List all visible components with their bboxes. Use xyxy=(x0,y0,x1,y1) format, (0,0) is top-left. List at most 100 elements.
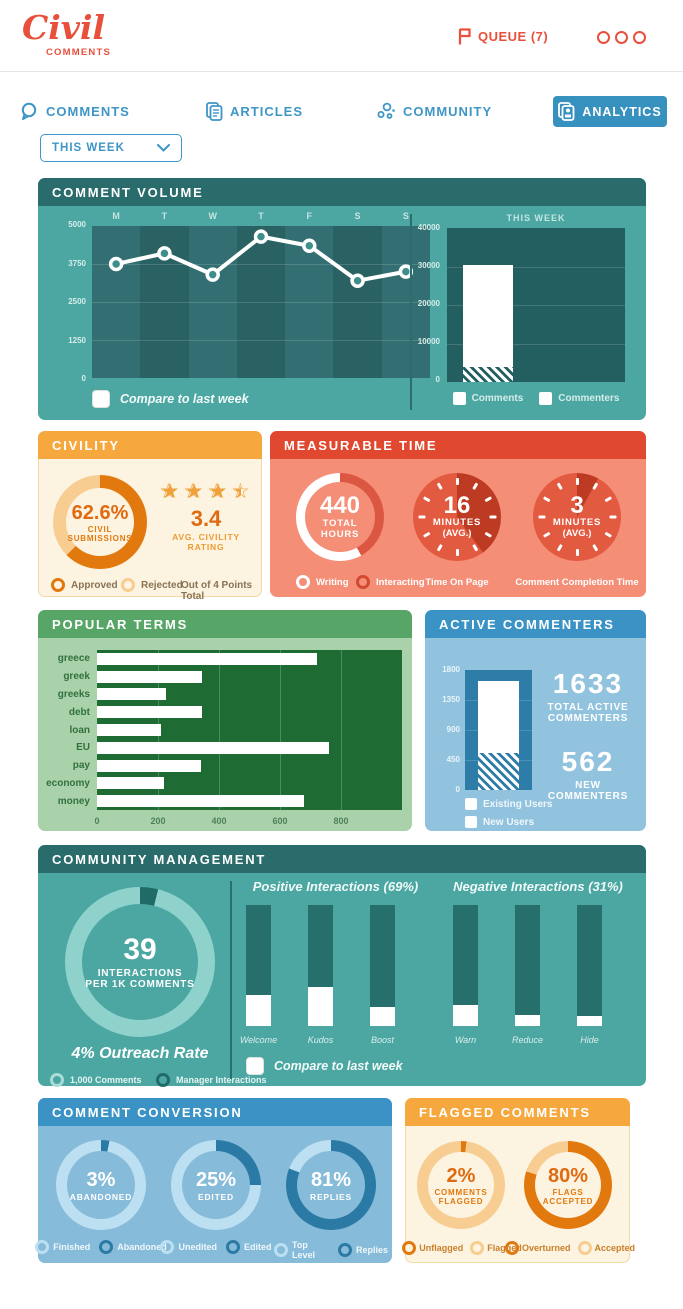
replies-donut: 81% REPLIES xyxy=(286,1140,376,1230)
tab-analytics-active[interactable]: ANALYTICS xyxy=(553,96,667,127)
accepted-pct-value: 80% xyxy=(547,1164,589,1187)
new-users-swatch xyxy=(465,816,477,828)
commenters-bar-hatch xyxy=(463,366,513,382)
bar-label-boost: Boost xyxy=(370,1035,394,1045)
legend-new-users: New Users xyxy=(465,816,534,828)
panel-comment-conversion: COMMENT CONVERSION 3% ABANDONED 25% EDIT… xyxy=(35,1098,392,1263)
panel-divider xyxy=(410,214,412,410)
period-select-value: THIS WEEK xyxy=(52,142,125,154)
bar-warn xyxy=(453,905,478,1026)
new-users-bar-hatch xyxy=(478,752,519,790)
unflagged-dot xyxy=(402,1241,417,1255)
panel-comment-volume-title: COMMENT VOLUME xyxy=(38,178,646,206)
analytics-icon xyxy=(558,102,575,121)
panel-comment-volume: COMMENT VOLUME M T W T F S S 5000 3750 250… xyxy=(38,178,646,420)
bar-reduce xyxy=(515,905,540,1026)
community-dots-icon xyxy=(377,102,395,119)
interactions-value: 39 xyxy=(123,932,157,966)
panel-divider xyxy=(230,881,232,1079)
queue-button[interactable]: QUEUE (7) xyxy=(458,28,548,45)
civil-submissions-donut: 62.6% CIVIL SUBMISSIONS xyxy=(53,475,147,569)
rating-value: 3.4 xyxy=(190,506,222,531)
comments-bar xyxy=(463,264,513,382)
replies-value: 81% xyxy=(310,1168,352,1191)
week-bar-yticks: 40000 30000 20000 10000 0 xyxy=(417,223,440,384)
clock-minutes-value: 16 xyxy=(443,492,471,519)
active-yticks: 1800 1350 900 450 0 xyxy=(442,665,460,794)
conversion-legend-2: Unedited Edited xyxy=(159,1240,273,1254)
bar-label-welcome: Welcome xyxy=(239,1035,278,1045)
overturned-dot xyxy=(504,1241,519,1255)
star-rating-icons: ☆★☆★☆★☆★ xyxy=(159,480,250,503)
time-on-page-clock: 16 MINUTES (AVG.) xyxy=(413,473,501,561)
flagged-pct-value: 2% xyxy=(446,1164,476,1187)
rating-note: Out of 4 Points Total xyxy=(181,580,253,602)
conversion-legend-1: Finished Abandoned xyxy=(35,1240,167,1254)
panel-flagged-comments-title: FLAGGED COMMENTS xyxy=(405,1098,630,1126)
panel-popular-terms-title: POPULAR TERMS xyxy=(38,610,412,638)
term-row: greek xyxy=(44,668,402,686)
chevron-down-icon xyxy=(157,144,170,152)
tab-articles-label: ARTICLES xyxy=(230,104,303,119)
conversion-legend-3: Top Level Replies xyxy=(274,1240,388,1260)
total-active-stat: 1633 TOTAL ACTIVE COMMENTERS xyxy=(537,668,639,724)
day-axis-labels: M T W T F S S xyxy=(112,211,409,221)
tab-community[interactable]: COMMUNITY xyxy=(376,102,492,121)
legend-1000-comments: 1,000 Comments xyxy=(50,1073,142,1087)
compare-checkbox[interactable] xyxy=(92,390,110,408)
compare-last-week-control: Compare to last week xyxy=(92,390,249,408)
bar-label-warn: Warn xyxy=(454,1035,477,1045)
bar-label-kudos: Kudos xyxy=(307,1035,334,1045)
compare-label: Compare to last week xyxy=(274,1059,403,1073)
legend-approved: Approved xyxy=(51,578,118,592)
legend-interacting: Interacting xyxy=(356,575,425,589)
interactions-donut: 39 INTERACTIONS PER 1K COMMENTS xyxy=(65,887,215,1037)
comments-1k-dot xyxy=(50,1073,64,1087)
legend-writing: Writing xyxy=(296,575,349,589)
tab-comments[interactable]: COMMENTS xyxy=(20,102,130,120)
rejected-dot xyxy=(121,578,135,592)
positive-interactions-title: Positive Interactions (69%) xyxy=(252,879,419,894)
active-bar xyxy=(478,670,519,790)
term-row: economy xyxy=(44,774,402,792)
flagged-dot xyxy=(470,1241,485,1255)
queue-label: QUEUE (7) xyxy=(478,29,549,44)
term-row: greece xyxy=(44,650,402,668)
term-row: greeks xyxy=(44,686,402,704)
compare-checkbox[interactable] xyxy=(246,1057,264,1075)
panel-popular-terms: POPULAR TERMS greece greek greeks debt l… xyxy=(38,610,412,831)
document-icon xyxy=(206,102,223,121)
legend-rejected: Rejected xyxy=(121,578,183,592)
civility-rating-block: ☆★☆★☆★☆★ 3.4 AVG. CIVILITY RATING xyxy=(155,480,257,552)
new-commenters-value: 562 xyxy=(561,746,615,777)
term-row: debt xyxy=(44,703,402,721)
top-level-dot xyxy=(274,1243,288,1257)
flagged-legend-2: Overturned Accepted xyxy=(504,1241,635,1255)
edited-value: 25% xyxy=(195,1168,237,1191)
panel-measurable-time: MEASURABLE TIME 440 TOTAL HOURS 16 MINUT… xyxy=(270,431,646,597)
volume-line-plot xyxy=(92,226,430,378)
abandoned-dot xyxy=(99,1240,114,1254)
total-hours-donut: 440 TOTAL HOURS xyxy=(296,473,384,561)
tab-articles[interactable]: ARTICLES xyxy=(206,102,303,121)
edited-donut: 25% EDITED xyxy=(171,1140,261,1230)
abandoned-donut: 3% ABANDONED xyxy=(56,1140,146,1230)
replies-dot xyxy=(337,1243,352,1257)
term-row: pay xyxy=(44,757,402,775)
tab-analytics-label: ANALYTICS xyxy=(582,104,662,119)
approved-dot xyxy=(51,578,65,592)
bar-welcome xyxy=(246,905,271,1026)
active-plot xyxy=(465,670,532,790)
commenters-swatch xyxy=(539,392,553,405)
tab-community-label: COMMUNITY xyxy=(403,104,493,119)
existing-users-swatch xyxy=(465,798,477,810)
term-row: EU xyxy=(44,739,402,757)
overflow-menu-icon[interactable] xyxy=(597,31,646,44)
term-row: loan xyxy=(44,721,402,739)
period-select[interactable]: THIS WEEK xyxy=(40,134,182,162)
logo-sub-text: COMMENTS xyxy=(46,47,112,58)
negative-interactions-title: Negative Interactions (31%) xyxy=(453,879,623,894)
panel-active-commenters: ACTIVE COMMENTERS 1800 1350 900 450 0 Existi… xyxy=(425,610,646,831)
week-bar-title: THIS WEEK xyxy=(506,213,566,223)
